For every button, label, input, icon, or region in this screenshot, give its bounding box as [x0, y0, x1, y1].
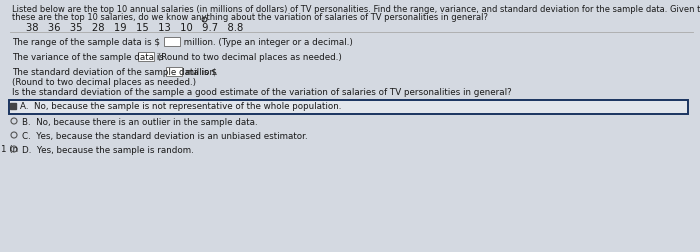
Text: The variance of the sample data is: The variance of the sample data is — [12, 53, 167, 62]
Text: The standard deviation of the sample data is $: The standard deviation of the sample dat… — [12, 68, 217, 77]
Bar — [9, 101, 688, 115]
Text: B.  No, because there is an outlier in the sample data.: B. No, because there is an outlier in th… — [22, 117, 258, 127]
Text: D.  Yes, because the sample is random.: D. Yes, because the sample is random. — [22, 145, 194, 154]
Text: million. (Type an integer or a decimal.): million. (Type an integer or a decimal.) — [181, 38, 353, 47]
Text: 1 (n: 1 (n — [1, 144, 18, 153]
Text: (Round to two decimal places as needed.): (Round to two decimal places as needed.) — [12, 78, 196, 87]
Bar — [164, 38, 180, 47]
Text: (Round to two decimal places as needed.): (Round to two decimal places as needed.) — [155, 53, 342, 62]
Text: Is the standard deviation of the sample a good estimate of the variation of sala: Is the standard deviation of the sample … — [12, 88, 512, 97]
Bar — [166, 68, 182, 77]
Text: The range of the sample data is $: The range of the sample data is $ — [12, 38, 160, 47]
Text: Listed below are the top 10 annual salaries (in millions of dollars) of TV perso: Listed below are the top 10 annual salar… — [12, 5, 700, 14]
Text: A.  No, because the sample is not representative of the whole population.: A. No, because the sample is not represe… — [20, 102, 342, 111]
Bar — [138, 53, 154, 62]
Text: these are the top 10 salaries, do we know anything about the variation of salari: these are the top 10 salaries, do we kno… — [12, 13, 488, 22]
Text: C.  Yes, because the standard deviation is an unbiased estimator.: C. Yes, because the standard deviation i… — [22, 132, 307, 140]
Text: million.: million. — [183, 68, 218, 77]
Text: 38   36   35   28   19   15   13   10   9.7   8.8: 38 36 35 28 19 15 13 10 9.7 8.8 — [26, 23, 244, 33]
